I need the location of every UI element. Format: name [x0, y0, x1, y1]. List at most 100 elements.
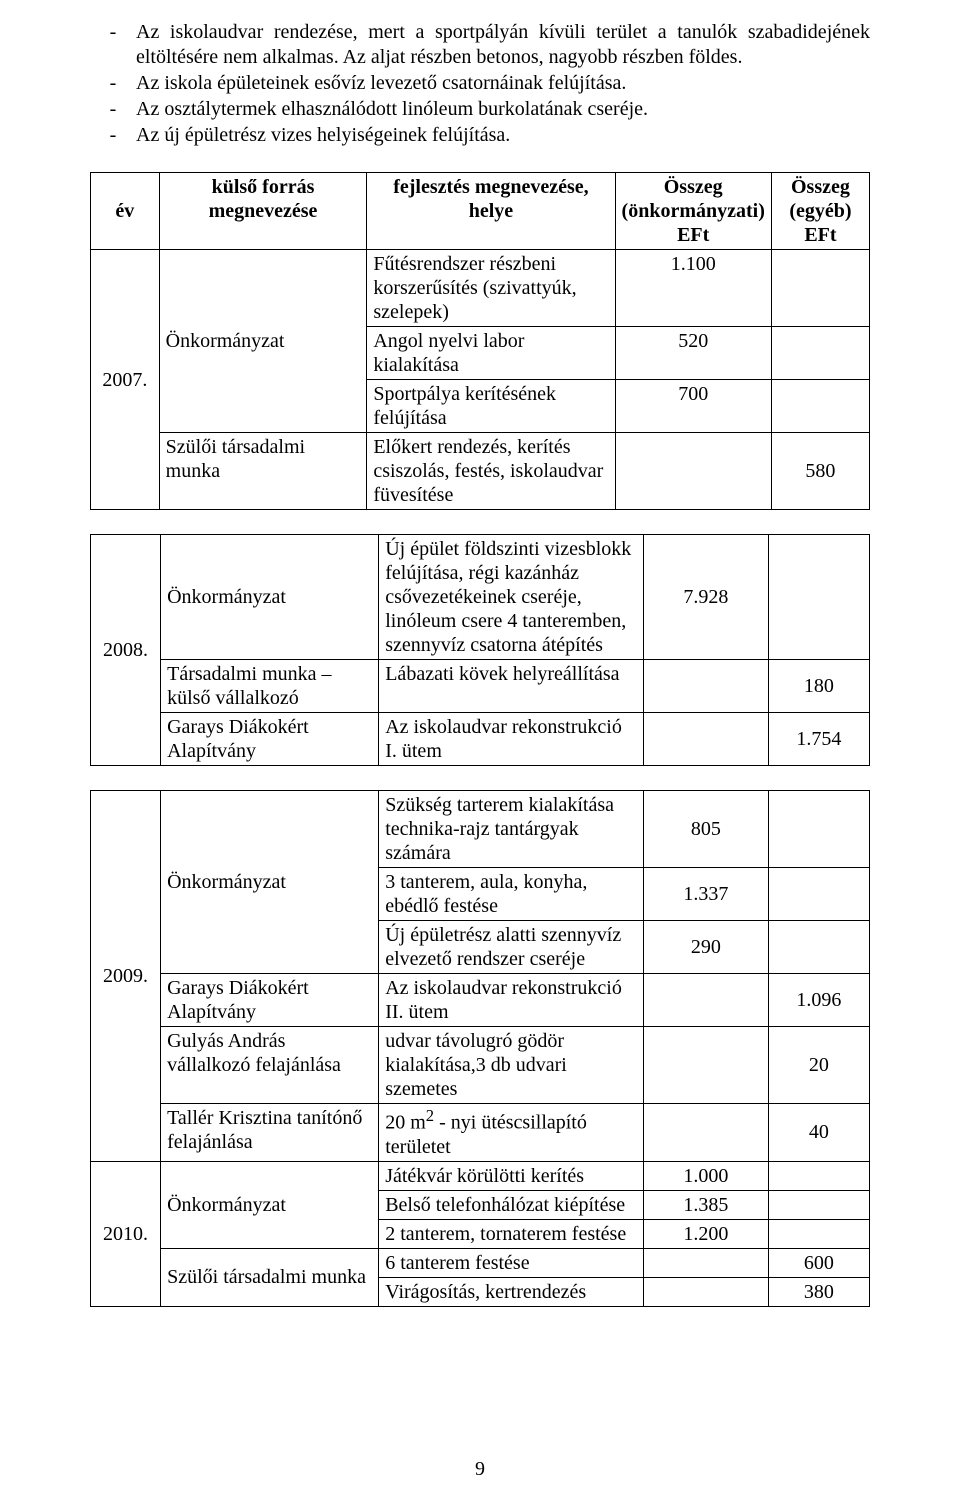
cell-sum1: [644, 713, 769, 766]
table-2007: év külső forrás megnevezése fejlesztés m…: [90, 172, 870, 510]
cell-source: Önkormányzat: [161, 535, 379, 660]
col-dev: fejlesztés megnevezése, helye: [367, 173, 615, 250]
cell-sum2: [768, 1190, 869, 1219]
cell-dev: Az iskolaudvar rekonstrukció II. ütem: [379, 974, 644, 1027]
list-item: - Az iskolaudvar rendezése, mert a sport…: [90, 20, 870, 70]
col-year: év: [91, 173, 160, 250]
table-row: Szülői társadalmi munka Előkert rendezés…: [91, 433, 870, 510]
cell-sum2: 600: [768, 1248, 869, 1277]
table-row: Tallér Krisztina tanítónő felajánlása 20…: [91, 1104, 870, 1162]
cell-source: Szülői társadalmi munka: [159, 433, 367, 510]
cell-dev: Új épület földszinti vizesblokk felújítá…: [379, 535, 644, 660]
table-row: Társadalmi munka – külső vállalkozó Lába…: [91, 660, 870, 713]
cell-dev: Új épületrész alatti szennyvíz elvezető …: [379, 921, 644, 974]
cell-sum2: [768, 868, 869, 921]
cell-dev: Angol nyelvi labor kialakítása: [367, 327, 615, 380]
bullet-text: Az osztálytermek elhasználódott linóleum…: [136, 97, 870, 122]
page: - Az iskolaudvar rendezése, mert a sport…: [0, 0, 960, 1499]
cell-sum1: [644, 1277, 769, 1306]
cell-dev: Sportpálya kerítésének felújítása: [367, 380, 615, 433]
cell-sum2: 380: [768, 1277, 869, 1306]
cell-year: 2007.: [91, 250, 160, 510]
table-2008: 2008. Önkormányzat Új épület földszinti …: [90, 534, 870, 766]
cell-dev: 2 tanterem, tornaterem festése: [379, 1219, 644, 1248]
bullet-dash: -: [90, 20, 136, 70]
bullet-dash: -: [90, 71, 136, 96]
cell-dev: 20 m2 - nyi ütéscsillapító területet: [379, 1104, 644, 1162]
cell-dev: 6 tanterem festése: [379, 1248, 644, 1277]
cell-sum1: [644, 1104, 769, 1162]
cell-source: Önkormányzat: [159, 250, 367, 433]
cell-sum2: [768, 1161, 869, 1190]
cell-sum1: [615, 433, 771, 510]
cell-sum2: [771, 327, 869, 380]
list-item: - Az osztálytermek elhasználódott linóle…: [90, 97, 870, 122]
cell-sum1: 1.385: [644, 1190, 769, 1219]
cell-source: Önkormányzat: [161, 1161, 379, 1248]
table-row: 2010. Önkormányzat Játékvár körülötti ke…: [91, 1161, 870, 1190]
cell-dev: Játékvár körülötti kerítés: [379, 1161, 644, 1190]
cell-sum1: 700: [615, 380, 771, 433]
cell-sum2: [771, 250, 869, 327]
cell-sum1: 290: [644, 921, 769, 974]
cell-sum1: 1.000: [644, 1161, 769, 1190]
cell-sum1: 1.200: [644, 1219, 769, 1248]
table-row: 2009. Önkormányzat Szükség tarterem kial…: [91, 791, 870, 868]
cell-source: Garays Diákokért Alapítvány: [161, 713, 379, 766]
cell-source: Társadalmi munka – külső vállalkozó: [161, 660, 379, 713]
cell-dev: Előkert rendezés, kerítés csiszolás, fes…: [367, 433, 615, 510]
cell-sum1: 1.337: [644, 868, 769, 921]
page-number: 9: [0, 1458, 960, 1481]
cell-sum1: 1.100: [615, 250, 771, 327]
cell-dev: Belső telefonhálózat kiépítése: [379, 1190, 644, 1219]
cell-year: 2009.: [91, 791, 161, 1162]
bullet-text: Az iskolaudvar rendezése, mert a sportpá…: [136, 20, 870, 70]
bullet-text: Az iskola épületeinek esővíz levezető cs…: [136, 71, 870, 96]
cell-dev: Fűtésrendszer részbeni korszerűsítés (sz…: [367, 250, 615, 327]
list-item: - Az új épületrész vizes helyiségeinek f…: [90, 123, 870, 148]
cell-source: Önkormányzat: [161, 791, 379, 974]
table-row: Gulyás András vállalkozó felajánlása udv…: [91, 1027, 870, 1104]
cell-sum2: 1.754: [768, 713, 869, 766]
cell-dev: Szükség tarterem kialakítása technika-ra…: [379, 791, 644, 868]
cell-dev: Az iskolaudvar rekonstrukció I. ütem: [379, 713, 644, 766]
cell-sum2: 580: [771, 433, 869, 510]
cell-sum1: [644, 660, 769, 713]
cell-sum1: [644, 974, 769, 1027]
table-row: 2008. Önkormányzat Új épület földszinti …: [91, 535, 870, 660]
cell-source: Tallér Krisztina tanítónő felajánlása: [161, 1104, 379, 1162]
cell-sum2: 40: [768, 1104, 869, 1162]
bullet-dash: -: [90, 97, 136, 122]
table-row: Garays Diákokért Alapítvány Az iskolaudv…: [91, 974, 870, 1027]
cell-sum2: [768, 1219, 869, 1248]
bullet-text: Az új épületrész vizes helyiségeinek fel…: [136, 123, 870, 148]
table-row: Szülői társadalmi munka 6 tanterem festé…: [91, 1248, 870, 1277]
cell-sum1: [644, 1027, 769, 1104]
cell-sum2: [768, 791, 869, 868]
cell-sum1: 520: [615, 327, 771, 380]
cell-sum2: [768, 535, 869, 660]
cell-sum2: [771, 380, 869, 433]
cell-dev: Lábazati kövek helyreállítása: [379, 660, 644, 713]
cell-sum2: 1.096: [768, 974, 869, 1027]
table-row: 2007. Önkormányzat Fűtésrendszer részben…: [91, 250, 870, 327]
cell-source: Garays Diákokért Alapítvány: [161, 974, 379, 1027]
col-source: külső forrás megnevezése: [159, 173, 367, 250]
cell-sum2: [768, 921, 869, 974]
cell-sum1: 805: [644, 791, 769, 868]
cell-source: Gulyás András vállalkozó felajánlása: [161, 1027, 379, 1104]
cell-sum1: [644, 1248, 769, 1277]
cell-year: 2008.: [91, 535, 161, 766]
cell-dev: 3 tanterem, aula, konyha, ebédlő festése: [379, 868, 644, 921]
cell-sum1: 7.928: [644, 535, 769, 660]
col-sum2: Összeg (egyéb) EFt: [771, 173, 869, 250]
cell-dev: Virágosítás, kertrendezés: [379, 1277, 644, 1306]
bullet-dash: -: [90, 123, 136, 148]
list-item: - Az iskola épületeinek esővíz levezető …: [90, 71, 870, 96]
table-2009-2010: 2009. Önkormányzat Szükség tarterem kial…: [90, 790, 870, 1307]
cell-sum2: 180: [768, 660, 869, 713]
cell-source: Szülői társadalmi munka: [161, 1248, 379, 1306]
cell-year: 2010.: [91, 1161, 161, 1306]
bullet-list: - Az iskolaudvar rendezése, mert a sport…: [90, 20, 870, 148]
cell-sum2: 20: [768, 1027, 869, 1104]
